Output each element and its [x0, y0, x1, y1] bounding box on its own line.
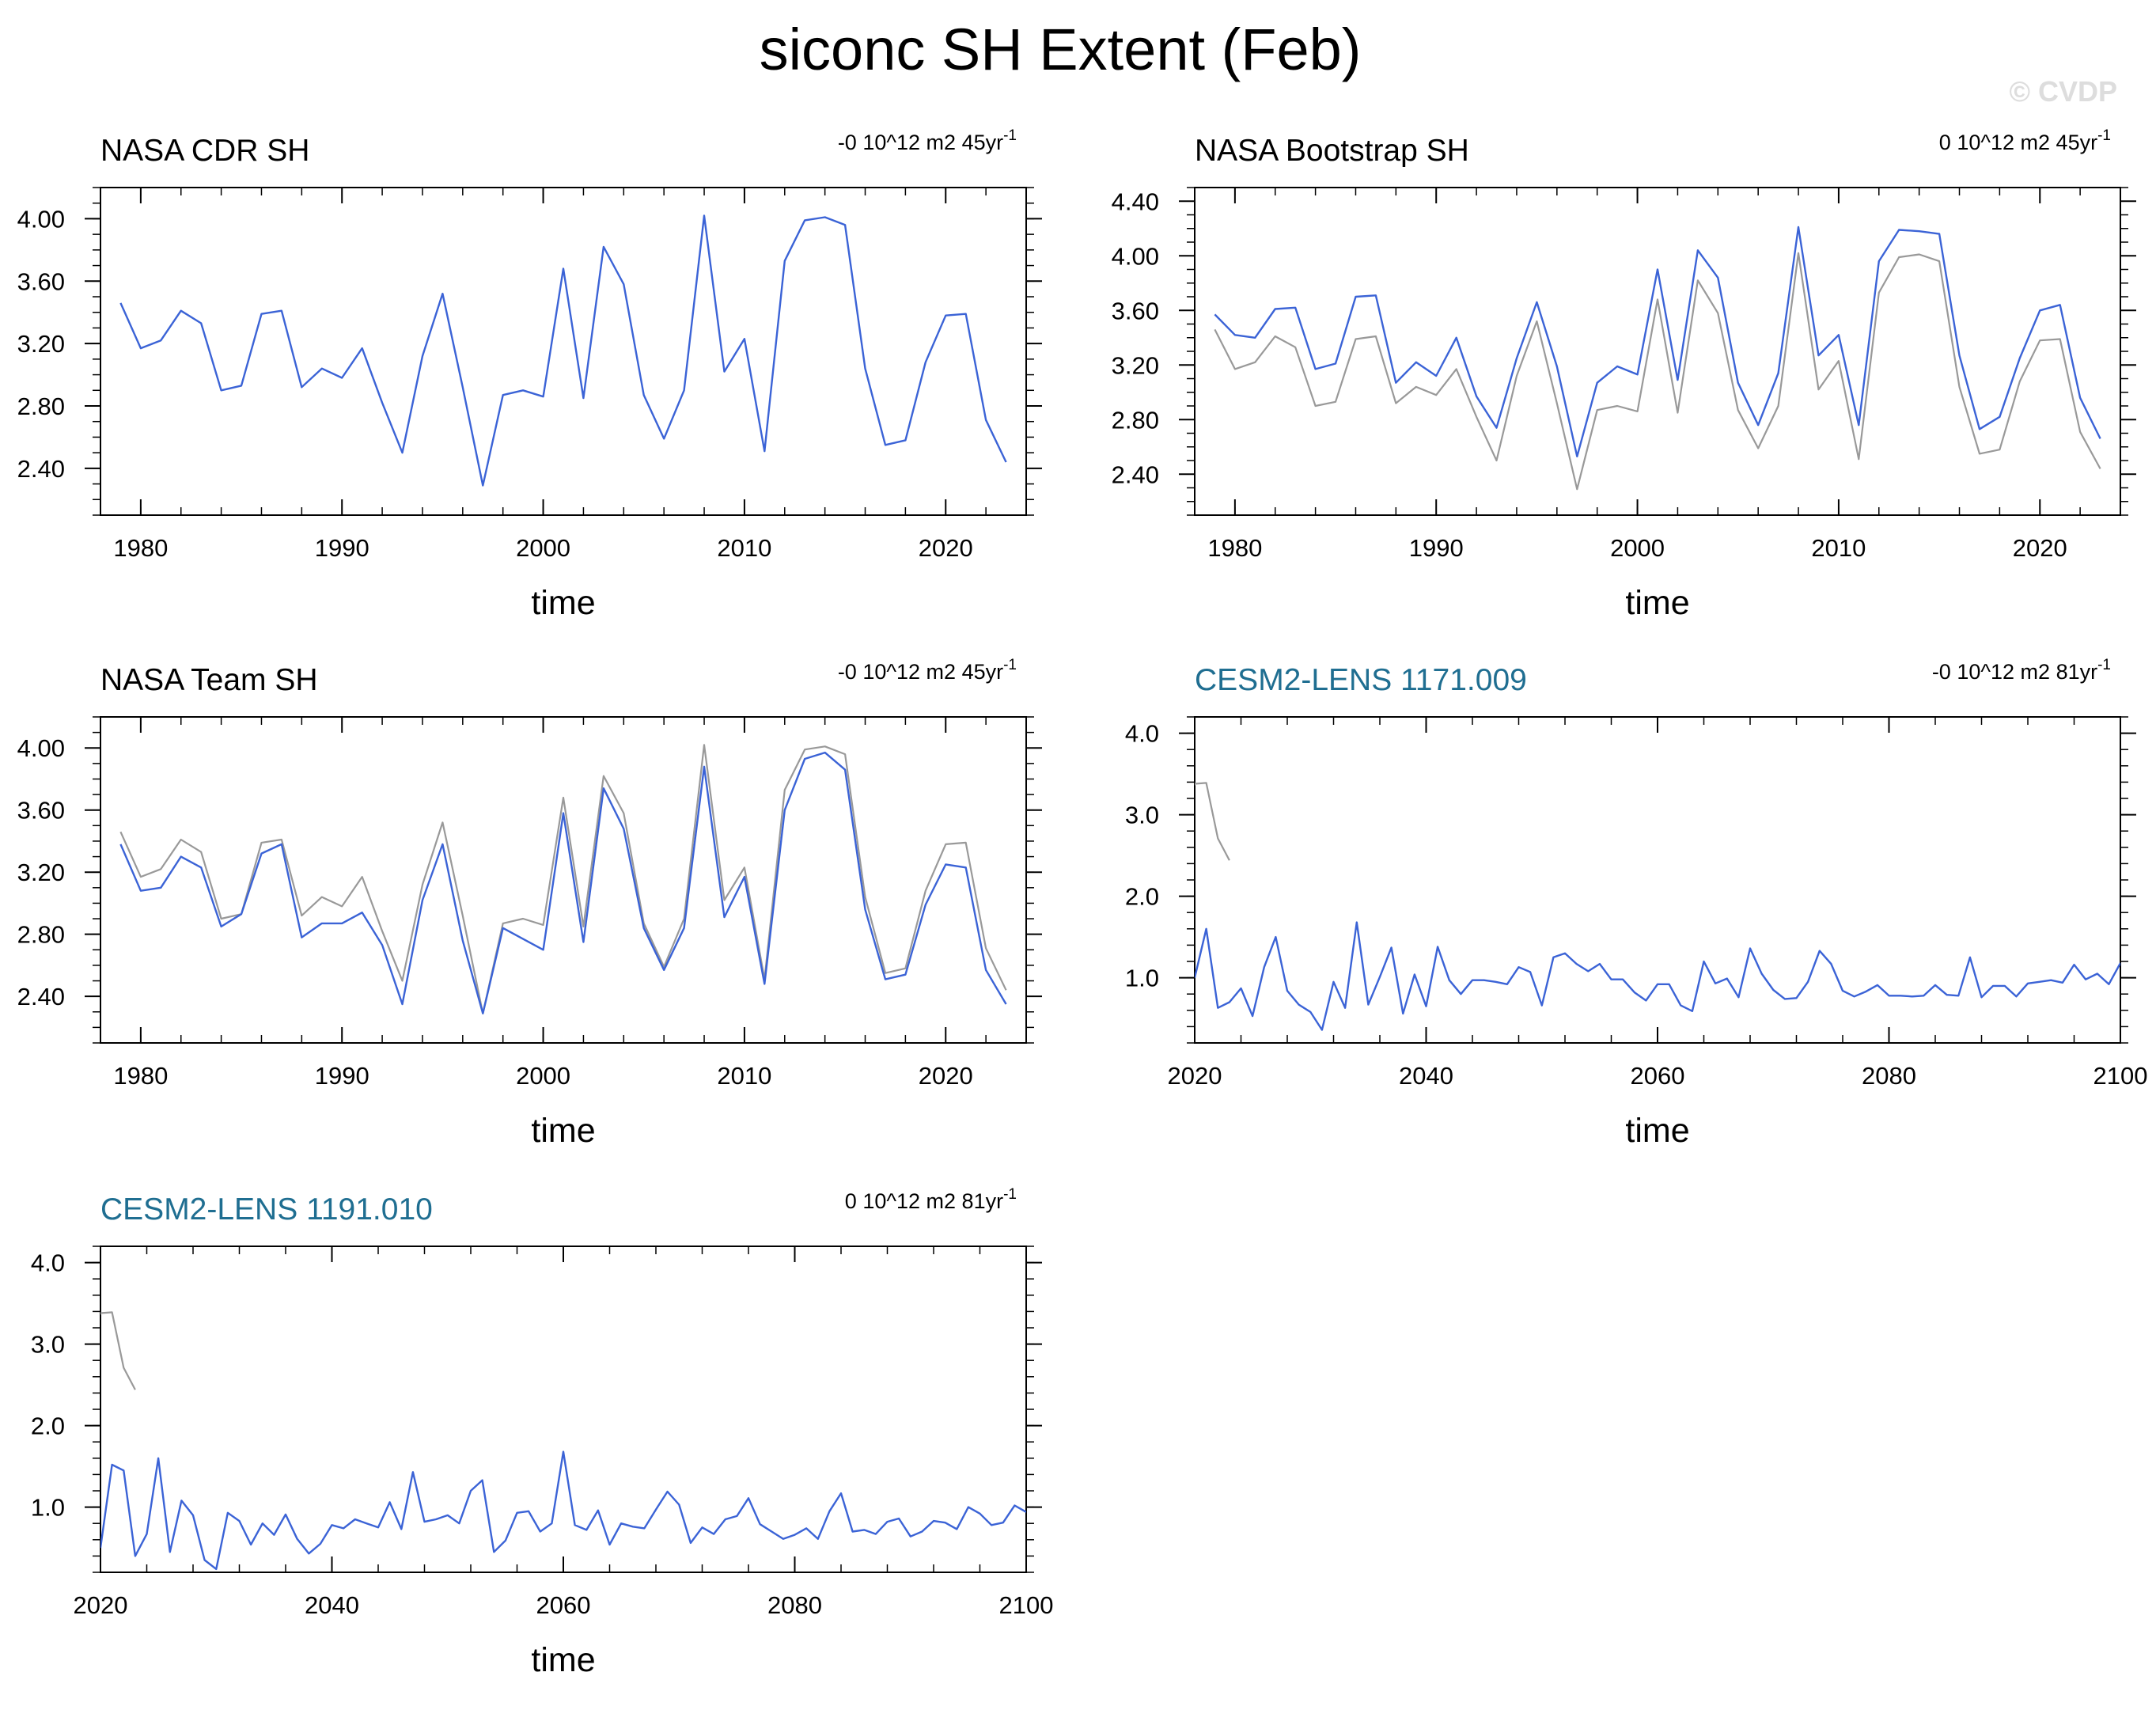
series-line-main: [1195, 921, 2120, 1031]
x-axis-label: time: [531, 1112, 595, 1150]
x-tick-label: 2100: [2093, 1062, 2148, 1090]
y-tick-label: 4.00: [1112, 242, 1159, 270]
x-tick-label: 1980: [1207, 534, 1262, 562]
trend-superscript: -1: [1003, 127, 1017, 144]
x-tick-label: 1990: [315, 1062, 369, 1090]
plot-frame: [100, 1246, 1027, 1573]
plot-frame: [100, 187, 1027, 516]
y-tick-label: 3.20: [17, 859, 65, 886]
y-tick-label: 4.40: [1112, 188, 1159, 215]
x-tick-label: 2040: [305, 1591, 359, 1619]
y-tick-label: 3.20: [17, 330, 65, 358]
figure-title: siconc SH Extent (Feb): [760, 17, 1362, 82]
y-tick-label: 2.80: [17, 921, 65, 949]
trend-label: 0 10^12 m2 81yr-1: [845, 1186, 1017, 1213]
x-tick-label: 2100: [999, 1591, 1054, 1619]
x-tick-label: 2010: [1811, 534, 1866, 562]
y-tick-label: 2.0: [31, 1412, 65, 1440]
series-line-observations: [119, 744, 1007, 1014]
y-tick-label: 4.00: [17, 734, 65, 762]
x-tick-label: 2060: [536, 1591, 591, 1619]
x-tick-label: 2020: [2013, 534, 2067, 562]
trend-label: -0 10^12 m2 81yr-1: [1932, 657, 2111, 684]
chart-panel-3: NASA Team SH -0 10^12 m2 45yr-1 1980 1990 20…: [17, 657, 1042, 1150]
trend-text: -0 10^12 m2 45yr: [838, 131, 1003, 154]
x-tick-label: 2020: [1168, 1062, 1222, 1090]
x-tick-label: 2080: [767, 1591, 822, 1619]
x-tick-label: 2020: [919, 1062, 973, 1090]
x-tick-label: 1980: [113, 1062, 168, 1090]
series-line-main: [119, 214, 1007, 487]
series-line-main: [1214, 226, 2101, 457]
x-tick-label: 1980: [113, 534, 168, 562]
chart-panel-5: CESM2-LENS 1191.010 0 10^12 m2 81yr-1 2020…: [31, 1186, 1054, 1679]
trend-text: -0 10^12 m2 45yr: [838, 660, 1003, 684]
x-axis-label: time: [1625, 584, 1689, 622]
y-tick-label: 1.0: [31, 1494, 65, 1522]
trend-superscript: -1: [2097, 127, 2111, 144]
y-tick-label: 2.40: [17, 983, 65, 1010]
y-tick-label: 3.60: [1112, 297, 1159, 324]
chart-panel-2: NASA Bootstrap SH 0 10^12 m2 45yr-1 1980 19…: [1112, 127, 2136, 622]
chart-panel-4: CESM2-LENS 1171.009 -0 10^12 m2 81yr-1 202…: [1125, 657, 2148, 1150]
y-tick-label: 1.0: [1125, 965, 1159, 992]
series-line-observations: [1214, 252, 2101, 491]
x-tick-label: 2000: [1610, 534, 1665, 562]
x-tick-label: 1990: [315, 534, 369, 562]
trend-text: 0 10^12 m2 81yr: [845, 1189, 1003, 1213]
trend-label: -0 10^12 m2 45yr-1: [838, 127, 1017, 154]
trend-superscript: -1: [1003, 657, 1017, 673]
watermark: © CVDP: [2009, 75, 2117, 108]
panel-title: NASA Bootstrap SH: [1195, 134, 1469, 168]
series-line-main: [119, 751, 1007, 1014]
series-line-observations: [1195, 782, 1230, 861]
series-line-observations: [100, 1311, 136, 1390]
y-tick-label: 2.0: [1125, 883, 1159, 911]
series-line-main: [100, 1450, 1026, 1571]
y-tick-label: 3.0: [31, 1331, 65, 1359]
x-tick-label: 1990: [1409, 534, 1464, 562]
plot-frame: [100, 716, 1027, 1044]
x-tick-label: 2080: [1862, 1062, 1916, 1090]
x-tick-label: 2010: [717, 534, 771, 562]
plot-frame: [1194, 187, 2121, 516]
x-tick-label: 2020: [74, 1591, 128, 1619]
y-tick-label: 2.40: [17, 455, 65, 483]
panel-title: NASA CDR SH: [100, 134, 309, 168]
y-tick-label: 3.60: [17, 797, 65, 825]
y-tick-label: 4.0: [1125, 720, 1159, 748]
y-tick-label: 3.60: [17, 267, 65, 295]
panel-title: NASA Team SH: [100, 663, 318, 697]
y-tick-label: 4.00: [17, 205, 65, 233]
trend-superscript: -1: [1003, 1186, 1017, 1203]
y-tick-label: 3.0: [1125, 802, 1159, 829]
y-tick-label: 2.80: [1112, 406, 1159, 434]
x-tick-label: 2000: [516, 1062, 570, 1090]
x-tick-label: 2060: [1631, 1062, 1685, 1090]
x-tick-label: 2010: [717, 1062, 771, 1090]
y-tick-label: 4.0: [31, 1249, 65, 1277]
x-axis-label: time: [1625, 1112, 1689, 1150]
x-axis-label: time: [531, 584, 595, 622]
x-tick-label: 2040: [1399, 1062, 1453, 1090]
y-tick-label: 2.80: [17, 392, 65, 420]
x-axis-label: time: [531, 1641, 595, 1679]
trend-superscript: -1: [2097, 657, 2111, 673]
trend-text: 0 10^12 m2 45yr: [1939, 131, 2097, 154]
x-tick-label: 2020: [919, 534, 973, 562]
trend-label: -0 10^12 m2 45yr-1: [838, 657, 1017, 684]
x-tick-label: 2000: [516, 534, 570, 562]
panel-title: CESM2-LENS 1191.010: [100, 1192, 433, 1227]
trend-text: -0 10^12 m2 81yr: [1932, 660, 2097, 684]
y-tick-label: 3.20: [1112, 351, 1159, 379]
y-tick-label: 2.40: [1112, 461, 1159, 488]
panel-title: CESM2-LENS 1171.009: [1195, 663, 1527, 697]
trend-label: 0 10^12 m2 45yr-1: [1939, 127, 2111, 154]
chart-panel-1: NASA CDR SH -0 10^12 m2 45yr-1 1980 1990 200…: [17, 127, 1042, 622]
